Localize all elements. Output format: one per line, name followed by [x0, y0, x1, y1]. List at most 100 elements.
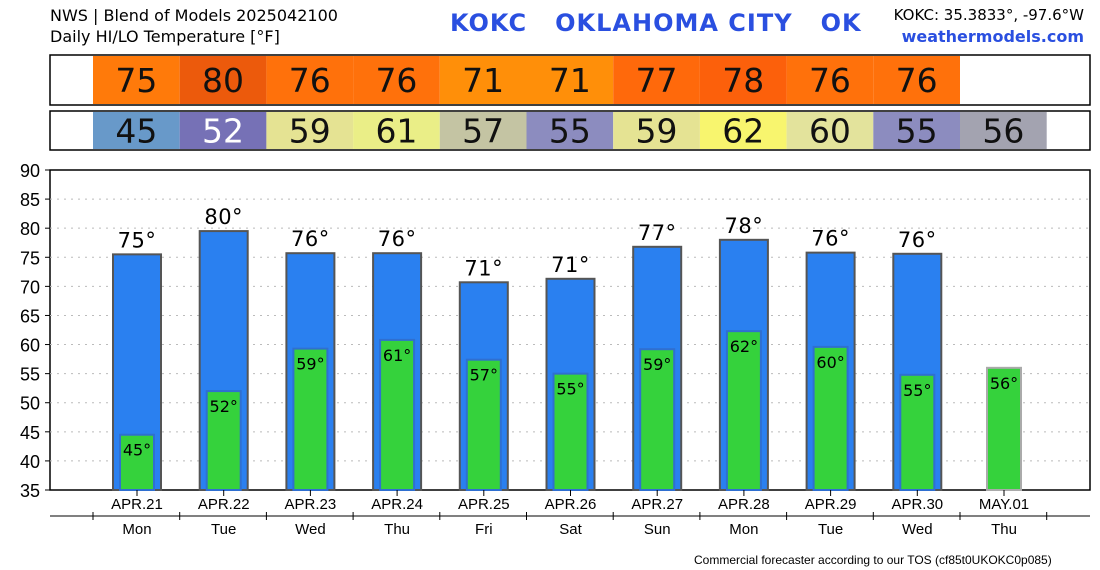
y-tick-label: 35	[20, 481, 40, 501]
model-info: NWS | Blend of Models 2025042100 Daily H…	[50, 5, 338, 47]
x-tick-label: APR.28	[718, 496, 770, 513]
footer-note: Commercial forecaster according to our T…	[694, 553, 1052, 567]
weekday-label: Wed	[902, 521, 933, 538]
variable-label: Daily HI/LO Temperature [°F]	[50, 27, 280, 46]
high-bar-label: 71°	[464, 256, 503, 280]
high-cell	[873, 56, 960, 104]
high-cell	[526, 56, 614, 104]
weekday-label: Wed	[295, 521, 326, 538]
high-value: 80	[202, 61, 244, 100]
high-value: 77	[636, 61, 678, 100]
low-cell	[526, 112, 614, 149]
low-bar	[639, 348, 676, 492]
low-bar-label: 52°	[210, 397, 238, 416]
low-cell	[179, 112, 267, 149]
y-tick-label: 50	[20, 394, 40, 414]
high-value: 76	[289, 61, 331, 100]
high-value: 75	[115, 61, 157, 100]
low-value: 59	[289, 111, 331, 150]
low-bar-label: 61°	[383, 346, 411, 365]
low-bar-label: 56°	[990, 374, 1018, 393]
weekday-label: Thu	[991, 521, 1017, 538]
low-value: 55	[549, 111, 591, 150]
high-cell	[353, 56, 440, 104]
y-tick-label: 45	[20, 423, 40, 443]
x-tick-label: APR.29	[805, 496, 857, 513]
low-bar	[379, 338, 416, 491]
weekday-label: Sun	[644, 521, 671, 538]
low-bar	[552, 372, 589, 491]
weekday-label: Sat	[559, 521, 582, 538]
low-bar	[725, 330, 762, 491]
high-bar-label: 76°	[811, 227, 850, 251]
weekday-label: Fri	[475, 521, 493, 538]
weekday-label: Tue	[211, 521, 236, 538]
y-tick-label: 80	[20, 219, 40, 239]
high-bar-label: 76°	[291, 227, 330, 251]
x-tick-label: APR.21	[111, 496, 163, 513]
y-tick-label: 85	[20, 190, 40, 210]
high-cell	[699, 56, 787, 104]
y-tick-label: 65	[20, 306, 40, 326]
x-tick-label: APR.27	[631, 496, 683, 513]
low-bar	[292, 347, 329, 492]
low-bar-label: 55°	[556, 380, 584, 399]
weekday-label: Mon	[729, 521, 758, 538]
low-value: 52	[202, 111, 244, 150]
low-cell	[93, 112, 180, 149]
y-tick-label: 40	[20, 452, 40, 472]
high-cell	[266, 56, 354, 104]
high-bar-label: 78°	[725, 214, 764, 238]
site-link[interactable]: weathermodels.com	[901, 27, 1084, 46]
high-bar-label: 76°	[898, 228, 937, 252]
low-bar-label: 60°	[816, 353, 844, 372]
high-cell	[786, 56, 874, 104]
station-title: KOKC OKLAHOMA CITY OK	[450, 9, 862, 37]
low-cell	[873, 112, 960, 149]
y-tick-label: 75	[20, 248, 40, 268]
high-value: 78	[722, 61, 764, 100]
y-tick-label: 90	[20, 161, 40, 181]
low-cell	[699, 112, 787, 149]
low-bar-label: 62°	[730, 337, 758, 356]
high-bar-label: 80°	[204, 205, 243, 229]
high-value: 76	[375, 61, 417, 100]
low-cell	[786, 112, 874, 149]
low-bar-label: 59°	[643, 355, 671, 374]
low-bar-label: 57°	[470, 366, 498, 385]
station-info: KOKC: 35.3833°, -97.6°W weathermodels.co…	[894, 5, 1084, 47]
low-bar	[899, 373, 936, 491]
model-run-label: NWS | Blend of Models 2025042100	[50, 6, 338, 25]
high-cell	[179, 56, 267, 104]
weekday-label: Thu	[384, 521, 410, 538]
x-tick-label: APR.26	[545, 496, 597, 513]
low-value: 60	[809, 111, 851, 150]
x-tick-label: APR.24	[371, 496, 423, 513]
high-value: 76	[809, 61, 851, 100]
high-value: 76	[896, 61, 938, 100]
high-cell	[439, 56, 527, 104]
low-value: 59	[636, 111, 678, 150]
weekday-label: Tue	[818, 521, 843, 538]
low-value: 57	[462, 111, 504, 150]
low-cell	[266, 112, 354, 149]
low-cell	[960, 112, 1047, 149]
weekday-label: Mon	[122, 521, 151, 538]
low-value: 62	[722, 111, 764, 150]
low-cell	[439, 112, 527, 149]
x-tick-label: APR.30	[891, 496, 943, 513]
x-tick-label: MAY.01	[979, 496, 1029, 513]
low-bar	[812, 345, 849, 492]
low-value: 61	[375, 111, 417, 150]
high-cell	[613, 56, 700, 104]
y-tick-label: 60	[20, 336, 40, 356]
x-tick-label: APR.23	[285, 496, 337, 513]
low-cell	[613, 112, 700, 149]
low-cell	[353, 112, 440, 149]
station-coordinates: KOKC: 35.3833°, -97.6°W	[893, 6, 1084, 24]
low-bar	[205, 390, 242, 491]
low-bar-label: 59°	[296, 355, 324, 374]
high-cell	[93, 56, 180, 104]
y-tick-label: 55	[20, 365, 40, 385]
